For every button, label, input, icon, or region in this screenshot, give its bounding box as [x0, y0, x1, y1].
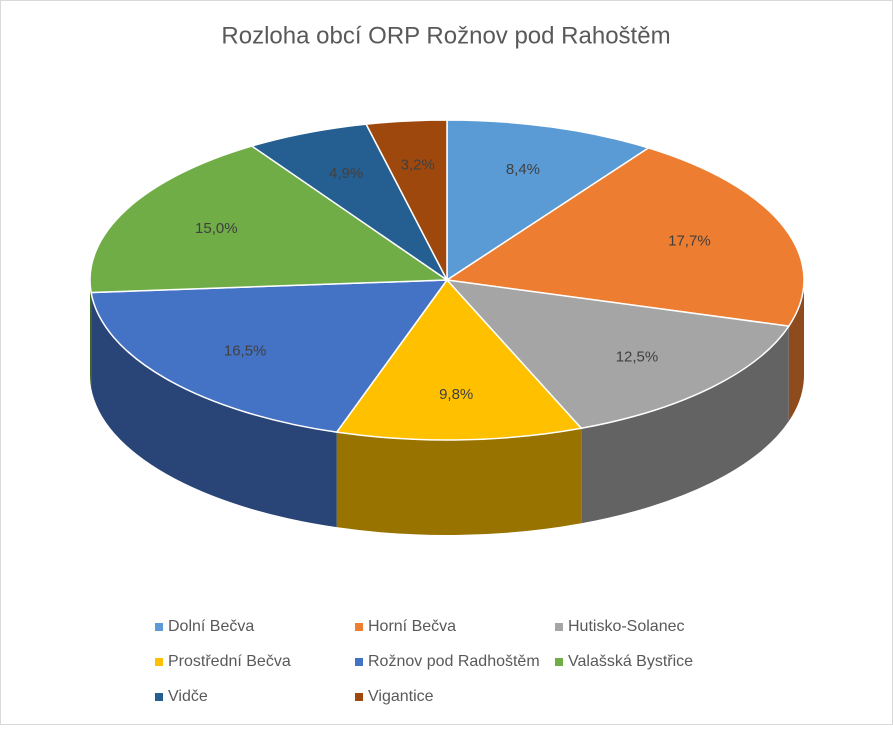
pie-side [581, 326, 789, 524]
legend-swatch [155, 623, 163, 631]
legend-swatch [355, 658, 363, 666]
pie-side [336, 428, 582, 536]
legend-swatch [355, 623, 363, 631]
pie-slice [445, 278, 791, 430]
data-label: 8,4% [506, 161, 540, 178]
legend-swatch [555, 623, 563, 631]
pie-slice [446, 119, 651, 282]
pie-slice [364, 119, 448, 281]
pie-side [91, 292, 337, 528]
data-label: 12,5% [616, 349, 659, 366]
data-label: 16,5% [224, 342, 267, 359]
legend-swatch [355, 693, 363, 701]
legend-label: Rožnov pod Radhoštěm [368, 653, 540, 670]
legend-label: Prostřední Bečva [168, 653, 291, 670]
legend-label: Dolní Bečva [168, 618, 254, 635]
data-label: 3,2% [401, 157, 435, 174]
legend-swatch [155, 693, 163, 701]
legend-label: Horní Bečva [368, 618, 456, 635]
legend-swatch [555, 658, 563, 666]
pie-side [788, 280, 804, 422]
pie-side [90, 280, 92, 388]
chart-title: Rozloha obcí ORP Rožnov pod Rahoštěm [221, 22, 670, 49]
data-label: 4,9% [329, 165, 363, 182]
data-label: 15,0% [195, 220, 238, 237]
legend-label: Vidče [168, 688, 208, 705]
legend-label: Hutisko-Solanec [568, 618, 685, 635]
legend-label: Valašská Bystřice [568, 653, 693, 670]
pie-slice [335, 278, 583, 441]
legend-swatch [155, 658, 163, 666]
legend-label: Vigantice [368, 688, 434, 705]
pie-slice [90, 279, 449, 433]
data-label: 17,7% [668, 233, 711, 250]
pie-slice [444, 147, 805, 327]
data-label: 9,8% [439, 386, 473, 403]
pie-slice [89, 145, 450, 294]
